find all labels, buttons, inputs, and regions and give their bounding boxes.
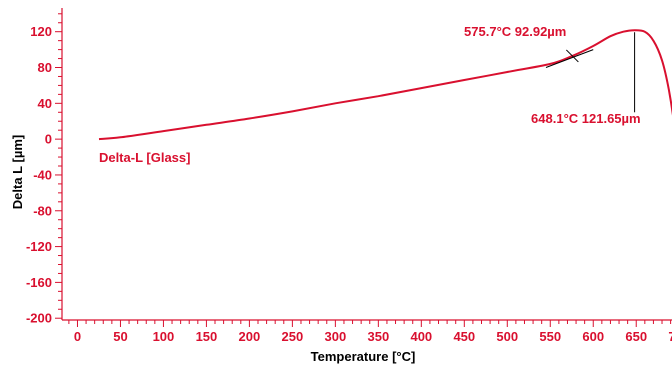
y-tick-label: -200 — [26, 311, 52, 326]
x-tick-label: 300 — [325, 329, 347, 344]
x-tick-label: 50 — [113, 329, 127, 344]
x-tick-label: 700 — [668, 329, 672, 344]
x-axis: 0 50 100 150 200 250 300 350 400 450 500 550 600 650 7… — [62, 319, 672, 344]
y-axis: 120 80 40 0 -40 -80 -120 -160 -200 — [26, 8, 63, 326]
x-tick-label: 500 — [496, 329, 518, 344]
tangent-line — [545, 49, 594, 68]
x-tick-label: 450 — [453, 329, 475, 344]
x-tick-label: 550 — [539, 329, 561, 344]
x-tick-label: 400 — [410, 329, 432, 344]
x-tick-label: 0 — [74, 329, 81, 344]
y-axis-title: Delta L [µm] — [10, 135, 25, 209]
y-tick-label: -120 — [26, 239, 52, 254]
x-tick-label: 250 — [282, 329, 304, 344]
series-label: Delta-L [Glass] — [99, 150, 191, 165]
x-tick-label: 350 — [367, 329, 389, 344]
y-tick-label: -80 — [33, 203, 52, 218]
annotation-label: 575.7°C 92.92µm — [464, 24, 566, 39]
y-tick-label: 80 — [38, 60, 52, 75]
x-tick-label: 150 — [196, 329, 218, 344]
x-tick-label: 600 — [582, 329, 604, 344]
onset-marker — [566, 49, 579, 63]
x-tick-label: 200 — [239, 329, 261, 344]
x-tick-label: 100 — [153, 329, 175, 344]
x-axis-title: Temperature [°C] — [311, 349, 416, 364]
y-tick-label: -40 — [33, 167, 52, 182]
y-tick-label: 0 — [45, 132, 52, 147]
series-line — [98, 29, 672, 141]
annotation-layer: 575.7°C 92.92µm 648.1°C 121.65µm — [464, 24, 641, 126]
y-tick-label: 120 — [30, 24, 52, 39]
annotation-label: 648.1°C 121.65µm — [531, 111, 641, 126]
y-tick-label: 40 — [38, 96, 52, 111]
y-tick-label: -160 — [26, 275, 52, 290]
series-layer: Delta-L [Glass] — [98, 29, 672, 165]
x-tick-label: 650 — [625, 329, 647, 344]
